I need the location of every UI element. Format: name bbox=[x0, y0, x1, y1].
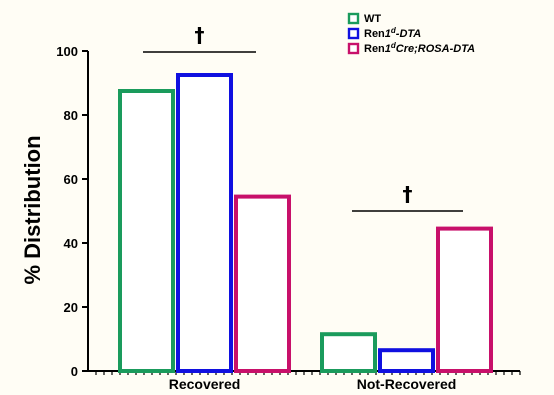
legend-label: Ren1d-DTA bbox=[364, 26, 421, 40]
significance-dagger: † bbox=[403, 182, 413, 206]
legend-swatch bbox=[347, 27, 360, 40]
legend-swatch bbox=[347, 12, 360, 25]
bar bbox=[176, 73, 233, 373]
legend-label: WT bbox=[364, 13, 381, 25]
y-tick-label: 20 bbox=[64, 300, 78, 315]
legend-swatch bbox=[347, 42, 360, 55]
significance-annotations: †† bbox=[143, 23, 463, 212]
y-tick-label: 80 bbox=[64, 108, 78, 123]
y-tick-label: 40 bbox=[64, 236, 78, 251]
x-tick-label: Recovered bbox=[169, 376, 241, 392]
y-axis-label: % Distribution bbox=[20, 135, 45, 284]
bar bbox=[378, 348, 435, 374]
y-tick-label: 100 bbox=[56, 44, 78, 59]
y-tick-label: 60 bbox=[64, 172, 78, 187]
significance-dagger: † bbox=[195, 23, 205, 47]
bar bbox=[320, 332, 377, 374]
x-tick-label: Not-Recovered bbox=[357, 376, 457, 392]
bars: Recovered Not-Recovered bbox=[118, 73, 493, 392]
bar bbox=[436, 226, 493, 373]
y-tick-label: 0 bbox=[71, 364, 78, 379]
bar bbox=[234, 194, 291, 373]
legend-label: Ren1dCre;ROSA-DTA bbox=[364, 41, 475, 55]
bar bbox=[118, 89, 175, 373]
